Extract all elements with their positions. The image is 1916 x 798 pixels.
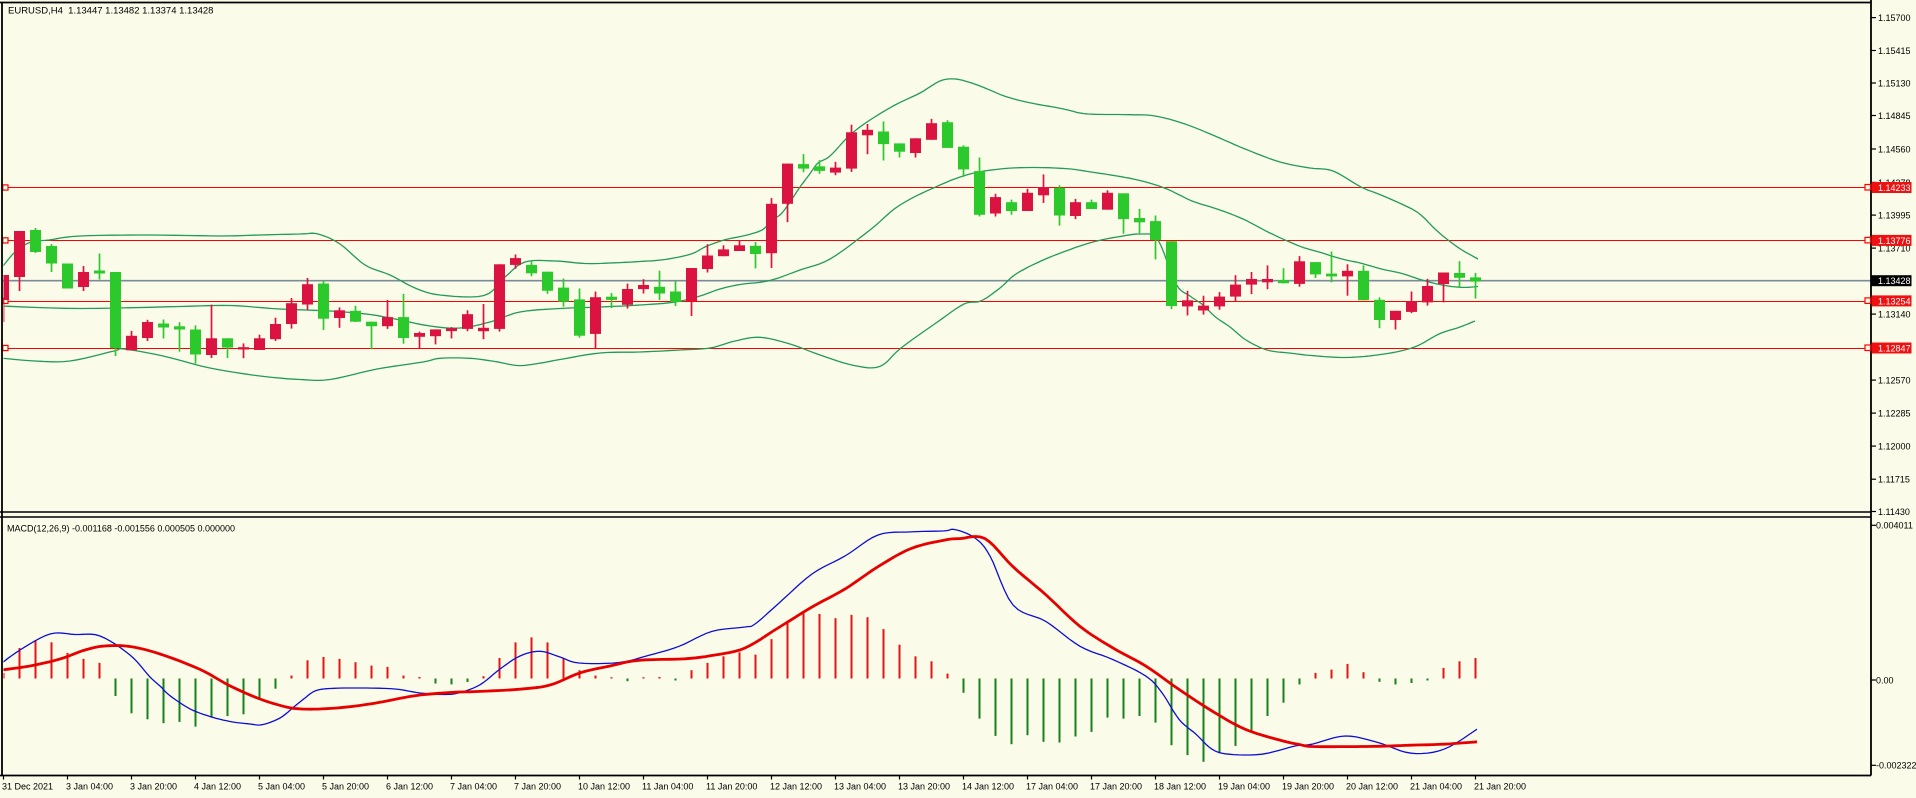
svg-text:1.12847: 1.12847 [1878, 343, 1911, 353]
svg-text:5 Jan 20:00: 5 Jan 20:00 [322, 782, 369, 792]
svg-text:21 Jan 04:00: 21 Jan 04:00 [1410, 782, 1462, 792]
svg-text:21 Jan 20:00: 21 Jan 20:00 [1474, 782, 1526, 792]
svg-text:1.11430: 1.11430 [1878, 507, 1910, 517]
svg-text:18 Jan 12:00: 18 Jan 12:00 [1154, 782, 1206, 792]
svg-text:11 Jan 20:00: 11 Jan 20:00 [706, 782, 757, 792]
svg-text:1.15130: 1.15130 [1878, 78, 1911, 88]
svg-text:19 Jan 04:00: 19 Jan 04:00 [1218, 782, 1270, 792]
svg-text:1.13995: 1.13995 [1878, 211, 1911, 221]
svg-text:1.13140: 1.13140 [1878, 310, 1911, 320]
svg-text:11 Jan 04:00: 11 Jan 04:00 [642, 782, 693, 792]
svg-text:1.14233: 1.14233 [1878, 183, 1911, 193]
svg-text:0.004011: 0.004011 [1876, 521, 1913, 531]
svg-text:EURUSD,H4 1.13447 1.13482 1.1: EURUSD,H4 1.13447 1.13482 1.13374 1.1342… [8, 6, 213, 17]
svg-text:14 Jan 12:00: 14 Jan 12:00 [962, 782, 1014, 792]
svg-text:1.13710: 1.13710 [1878, 244, 1911, 254]
svg-text:17 Jan 04:00: 17 Jan 04:00 [1026, 782, 1078, 792]
svg-text:13 Jan 04:00: 13 Jan 04:00 [834, 782, 886, 792]
svg-text:1.15415: 1.15415 [1878, 46, 1911, 56]
svg-text:-0.002322: -0.002322 [1876, 761, 1916, 771]
svg-text:31 Dec 2021: 31 Dec 2021 [2, 782, 53, 792]
svg-text:7 Jan 20:00: 7 Jan 20:00 [514, 782, 561, 792]
svg-text:1.11715: 1.11715 [1878, 475, 1910, 485]
svg-text:17 Jan 20:00: 17 Jan 20:00 [1090, 782, 1142, 792]
svg-text:1.13254: 1.13254 [1878, 296, 1911, 306]
svg-text:20 Jan 12:00: 20 Jan 12:00 [1346, 782, 1398, 792]
svg-text:19 Jan 20:00: 19 Jan 20:00 [1282, 782, 1334, 792]
svg-text:1.13776: 1.13776 [1878, 236, 1911, 246]
svg-text:7 Jan 04:00: 7 Jan 04:00 [450, 782, 497, 792]
svg-text:13 Jan 20:00: 13 Jan 20:00 [898, 782, 950, 792]
svg-text:1.14560: 1.14560 [1878, 144, 1911, 154]
svg-text:10 Jan 12:00: 10 Jan 12:00 [578, 782, 630, 792]
svg-text:1.14845: 1.14845 [1878, 111, 1911, 121]
svg-text:1.15700: 1.15700 [1878, 13, 1911, 23]
svg-text:12 Jan 12:00: 12 Jan 12:00 [770, 782, 822, 792]
svg-text:3 Jan 04:00: 3 Jan 04:00 [66, 782, 113, 792]
svg-text:3 Jan 20:00: 3 Jan 20:00 [130, 782, 177, 792]
svg-text:0.00: 0.00 [1876, 675, 1894, 685]
svg-text:4 Jan 12:00: 4 Jan 12:00 [194, 782, 241, 792]
svg-text:1.12285: 1.12285 [1878, 409, 1911, 419]
svg-text:1.12570: 1.12570 [1878, 376, 1911, 386]
svg-text:5 Jan 04:00: 5 Jan 04:00 [258, 782, 305, 792]
svg-text:MACD(12,26,9) -0.001168 -0.001: MACD(12,26,9) -0.001168 -0.001556 0.0005… [7, 524, 235, 534]
svg-text:1.12000: 1.12000 [1878, 442, 1911, 452]
svg-text:6 Jan 12:00: 6 Jan 12:00 [386, 782, 433, 792]
svg-text:1.13428: 1.13428 [1878, 276, 1911, 286]
